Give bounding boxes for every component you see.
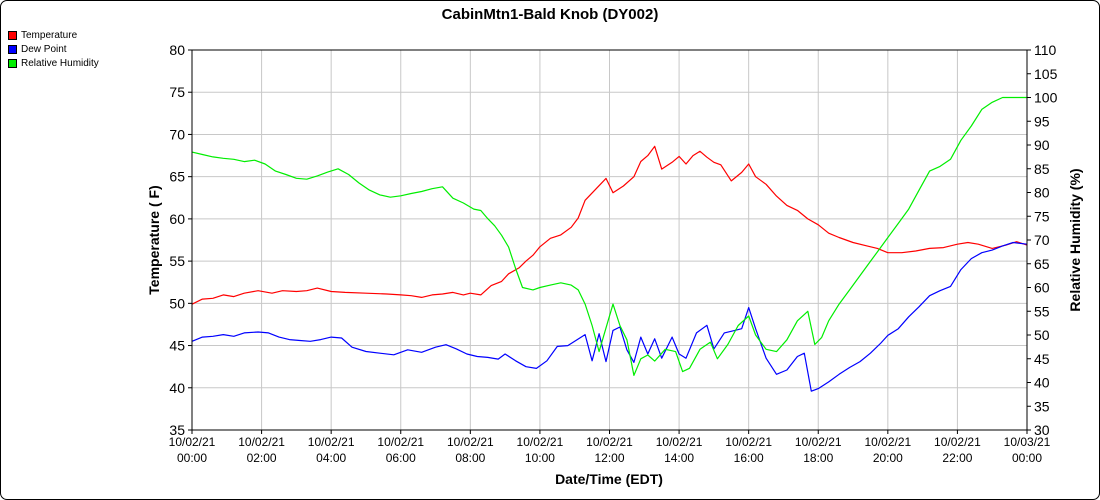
- legend-item-relative-humidity: Relative Humidity: [8, 56, 99, 70]
- y-tick-label-0: 35: [169, 422, 185, 438]
- y2-tick-label-2: 40: [1034, 375, 1050, 391]
- x-tick-date-11: 10/02/21: [934, 435, 981, 449]
- relative-humidity-swatch: [8, 58, 17, 68]
- x-tick-time-4: 08:00: [455, 451, 485, 465]
- y2-tick-label-7: 65: [1034, 256, 1050, 272]
- legend-label-temperature: Temperature: [21, 29, 78, 41]
- y2-axis-ticks: 30 35 40 45 50 55 60 65 70 75 80 85 90 95 100 105 110: [1027, 42, 1058, 438]
- x-tick-time-11: 22:00: [942, 451, 972, 465]
- chart-title: CabinMtn1-Bald Knob (DY002): [442, 6, 659, 23]
- y2-tick-label-9: 75: [1034, 208, 1050, 224]
- x-tick-time-6: 12:00: [594, 451, 624, 465]
- y2-tick-label-15: 105: [1034, 66, 1058, 82]
- y-tick-label-3: 50: [169, 295, 185, 311]
- x-tick-date-5: 10/02/21: [517, 435, 564, 449]
- y-tick-label-5: 60: [169, 211, 185, 227]
- x-tick-time-7: 14:00: [664, 451, 694, 465]
- y2-axis-label: Relative Humidity (%): [1067, 168, 1083, 311]
- y2-tick-label-8: 70: [1034, 232, 1050, 248]
- y2-tick-label-12: 90: [1034, 137, 1050, 153]
- x-tick-date-6: 10/02/21: [586, 435, 633, 449]
- temperature-swatch: [8, 30, 17, 40]
- series-layer: [191, 96, 1028, 392]
- y-tick-label-4: 55: [169, 253, 185, 269]
- y-tick-label-8: 75: [169, 84, 185, 100]
- y2-tick-label-11: 85: [1034, 161, 1050, 177]
- y2-tick-label-16: 110: [1034, 42, 1057, 58]
- y2-tick-label-13: 95: [1034, 113, 1050, 129]
- x-tick-date-9: 10/02/21: [795, 435, 842, 449]
- x-tick-date-0: 10/02/21: [169, 435, 216, 449]
- x-tick-time-12: 00:00: [1012, 451, 1042, 465]
- y-tick-label-7: 70: [169, 126, 185, 142]
- x-tick-date-2: 10/02/21: [308, 435, 355, 449]
- x-tick-date-4: 10/02/21: [447, 435, 494, 449]
- y2-tick-label-6: 60: [1034, 280, 1050, 296]
- y2-tick-label-14: 100: [1034, 90, 1058, 106]
- plot-border: [191, 49, 1028, 431]
- x-tick-time-0: 00:00: [177, 451, 207, 465]
- y2-tick-label-1: 35: [1034, 398, 1050, 414]
- x-tick-date-10: 10/02/21: [864, 435, 911, 449]
- y2-tick-label-3: 45: [1034, 351, 1050, 367]
- y2-tick-label-5: 55: [1034, 303, 1050, 319]
- x-tick-time-2: 04:00: [316, 451, 346, 465]
- y-tick-label-2: 45: [169, 338, 185, 354]
- x-tick-time-3: 06:00: [386, 451, 416, 465]
- series-line-temperature: [191, 145, 1028, 305]
- y-tick-label-6: 65: [169, 169, 185, 185]
- x-tick-date-8: 10/02/21: [725, 435, 772, 449]
- x-tick-time-5: 10:00: [525, 451, 555, 465]
- x-tick-time-1: 02:00: [247, 451, 277, 465]
- y-axis-ticks: 35 40 45 50 55 60 65 70 75 80: [169, 42, 192, 438]
- legend: Temperature Dew Point Relative Humidity: [8, 28, 99, 70]
- x-tick-date-12: 10/03/21: [1004, 435, 1051, 449]
- y-tick-label-9: 80: [169, 42, 185, 58]
- dew-point-swatch: [8, 44, 17, 54]
- y2-tick-label-10: 80: [1034, 185, 1050, 201]
- x-axis-label: Date/Time (EDT): [555, 471, 663, 487]
- y2-tick-label-0: 30: [1034, 422, 1050, 438]
- legend-item-temperature: Temperature: [8, 28, 99, 42]
- x-axis-ticks: 10/02/21 00:00 10/02/21 02:00 10/02/21 04:00 1…: [169, 430, 1051, 465]
- x-tick-time-9: 18:00: [803, 451, 833, 465]
- y2-tick-label-4: 50: [1034, 327, 1050, 343]
- x-tick-date-3: 10/02/21: [377, 435, 424, 449]
- x-tick-time-10: 20:00: [873, 451, 903, 465]
- y-axis-label: Temperature ( F): [146, 185, 162, 294]
- x-tick-date-7: 10/02/21: [656, 435, 703, 449]
- grid-lines: [191, 49, 1028, 431]
- x-tick-date-1: 10/02/21: [238, 435, 285, 449]
- legend-label-dew-point: Dew Point: [21, 43, 67, 55]
- x-tick-time-8: 16:00: [734, 451, 764, 465]
- y-tick-label-1: 40: [169, 380, 185, 396]
- legend-label-relative-humidity: Relative Humidity: [21, 57, 99, 69]
- series-line-relative-humidity: [191, 96, 1027, 376]
- legend-item-dew-point: Dew Point: [8, 42, 99, 56]
